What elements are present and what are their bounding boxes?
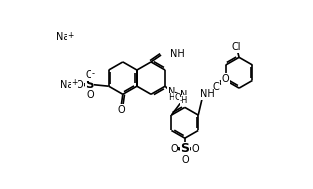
Text: -: - bbox=[179, 97, 182, 103]
Text: H: H bbox=[181, 96, 187, 105]
Text: O: O bbox=[117, 105, 125, 115]
Text: O: O bbox=[86, 90, 94, 100]
Text: N: N bbox=[168, 87, 175, 97]
Text: S: S bbox=[180, 143, 189, 156]
Text: O: O bbox=[85, 70, 93, 81]
Text: O: O bbox=[182, 155, 189, 165]
Text: O: O bbox=[192, 144, 199, 154]
Text: C: C bbox=[213, 82, 220, 92]
Text: O: O bbox=[222, 74, 229, 84]
Text: O: O bbox=[174, 93, 181, 102]
Text: -: - bbox=[92, 69, 95, 78]
Text: N: N bbox=[180, 90, 187, 100]
Text: +: + bbox=[71, 78, 77, 87]
Text: O: O bbox=[170, 144, 178, 154]
Text: Na: Na bbox=[60, 80, 74, 90]
Text: NH: NH bbox=[170, 49, 185, 59]
Text: Cl: Cl bbox=[232, 42, 242, 52]
Text: H: H bbox=[168, 93, 174, 102]
Text: S: S bbox=[85, 78, 94, 91]
Text: O: O bbox=[75, 81, 83, 90]
Text: Na: Na bbox=[56, 32, 69, 42]
Text: +: + bbox=[67, 30, 74, 40]
Text: NH: NH bbox=[200, 89, 214, 99]
